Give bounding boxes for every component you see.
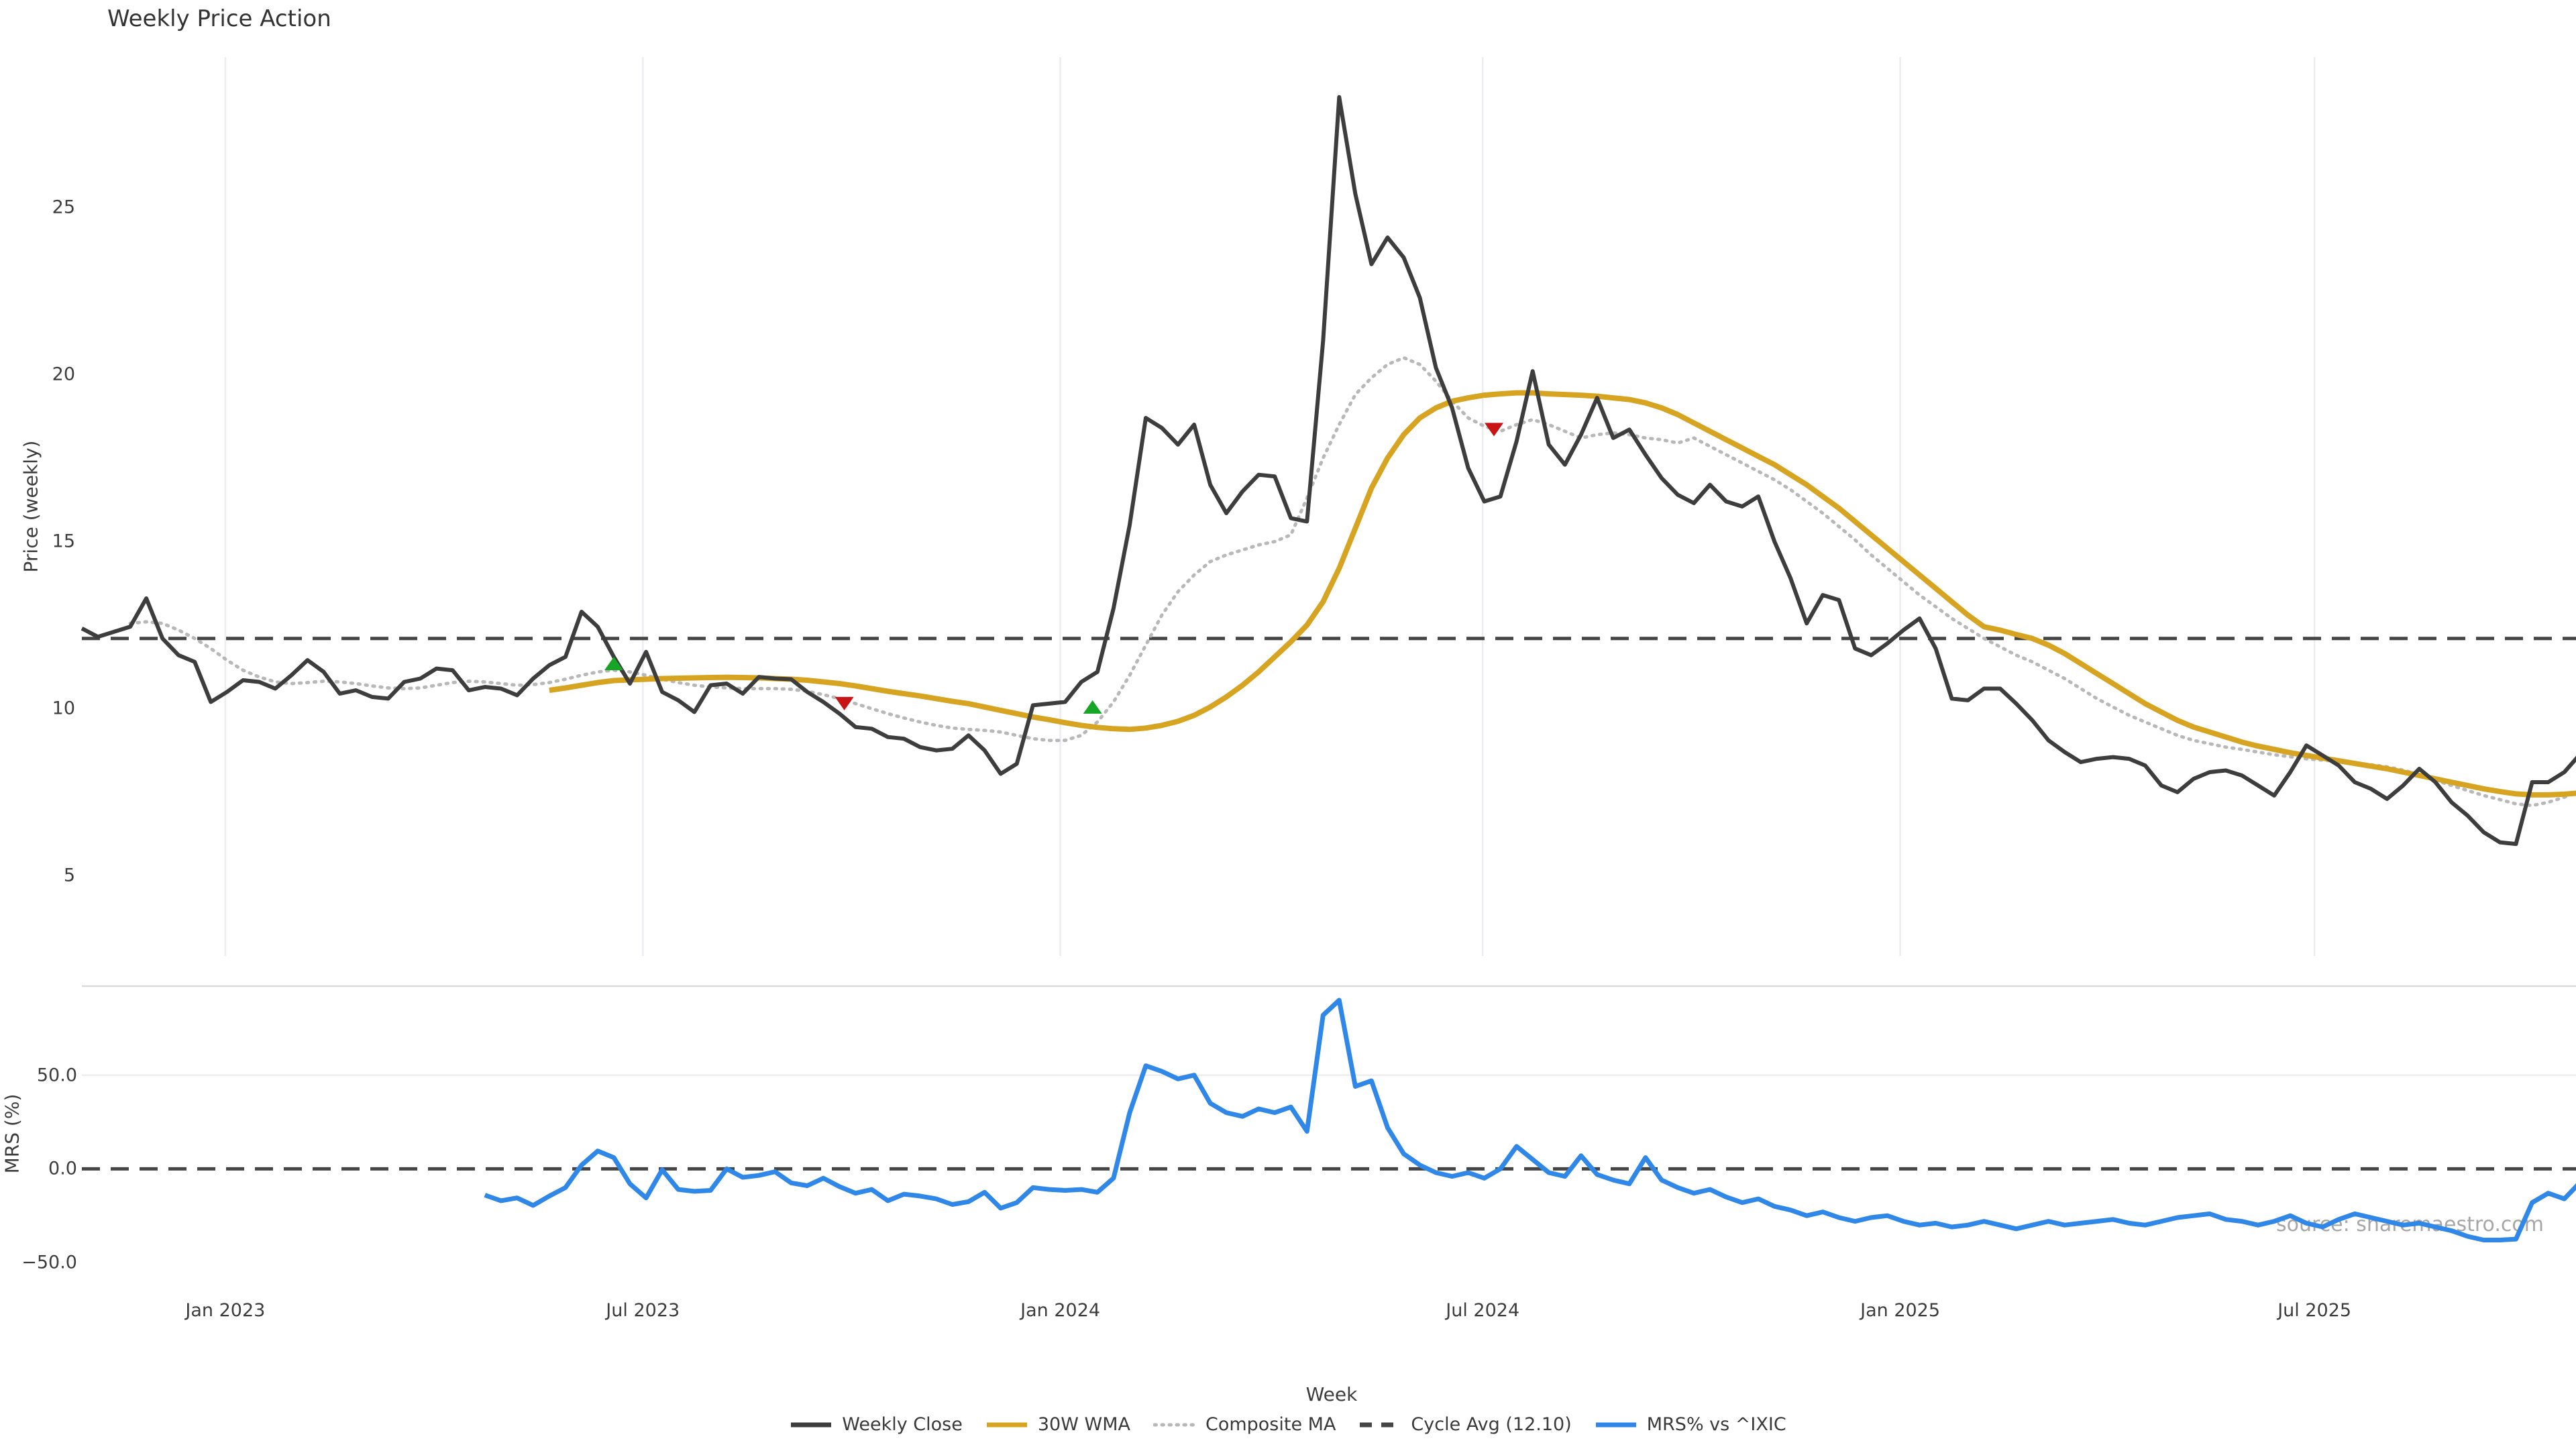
x-axis-label: Week [1305,1383,1358,1405]
legend-item: 30W WMA [985,1414,1130,1435]
mrs-y-tick-label: 0.0 [48,1158,77,1179]
legend-label: MRS% vs ^IXIC [1646,1414,1786,1435]
sell-signal-marker [835,696,854,710]
buy-signal-marker [604,657,623,671]
legend-swatch-solid [1595,1422,1636,1427]
price-y-tick-label: 25 [52,197,75,218]
legend-swatch-dashed [1360,1422,1401,1427]
legend-swatch-dotted [1152,1423,1196,1426]
mrs-y-tick-label: 50.0 [36,1065,77,1086]
legend-label: Cycle Avg (12.10) [1411,1414,1572,1435]
legend-item: MRS% vs ^IXIC [1595,1414,1786,1435]
x-tick-label: Jul 2024 [1446,1300,1520,1321]
legend: Weekly Close 30W WMA Composite MA Cycle Avg… [0,1414,2576,1435]
x-tick-label: Jul 2023 [606,1300,680,1321]
x-tick-label: Jan 2023 [185,1300,266,1321]
legend-item: Composite MA [1152,1414,1336,1435]
chart-title: Weekly Price Action [107,5,331,32]
buy-signal-marker [1083,700,1102,714]
legend-label: Weekly Close [842,1414,963,1435]
mrs-y-tick-label: −50.0 [21,1252,77,1273]
x-tick-label: Jan 2025 [1860,1300,1941,1321]
composite-ma-line [128,356,2576,808]
x-tick-label: Jan 2024 [1020,1300,1101,1321]
wma-30w-line [549,390,2576,798]
legend-label: 30W WMA [1037,1414,1130,1435]
legend-item: Weekly Close [790,1414,963,1435]
mrs-y-axis-label: MRS (%) [1,1093,23,1174]
legend-swatch-solid [791,1422,832,1427]
price-y-axis-label: Price (weekly) [19,440,42,573]
sell-signal-marker [1485,423,1504,437]
legend-label: Composite MA [1205,1414,1336,1435]
weekly-close-line [80,95,2576,847]
x-tick-label: Jul 2025 [2277,1300,2352,1321]
price-y-tick-label: 10 [52,698,75,719]
price-y-tick-label: 20 [52,364,75,385]
legend-item: Cycle Avg (12.10) [1358,1414,1572,1435]
price-y-tick-label: 15 [52,531,75,552]
price-y-tick-label: 5 [63,865,75,886]
mrs-line [484,998,2576,1242]
legend-swatch-solid [986,1422,1027,1427]
